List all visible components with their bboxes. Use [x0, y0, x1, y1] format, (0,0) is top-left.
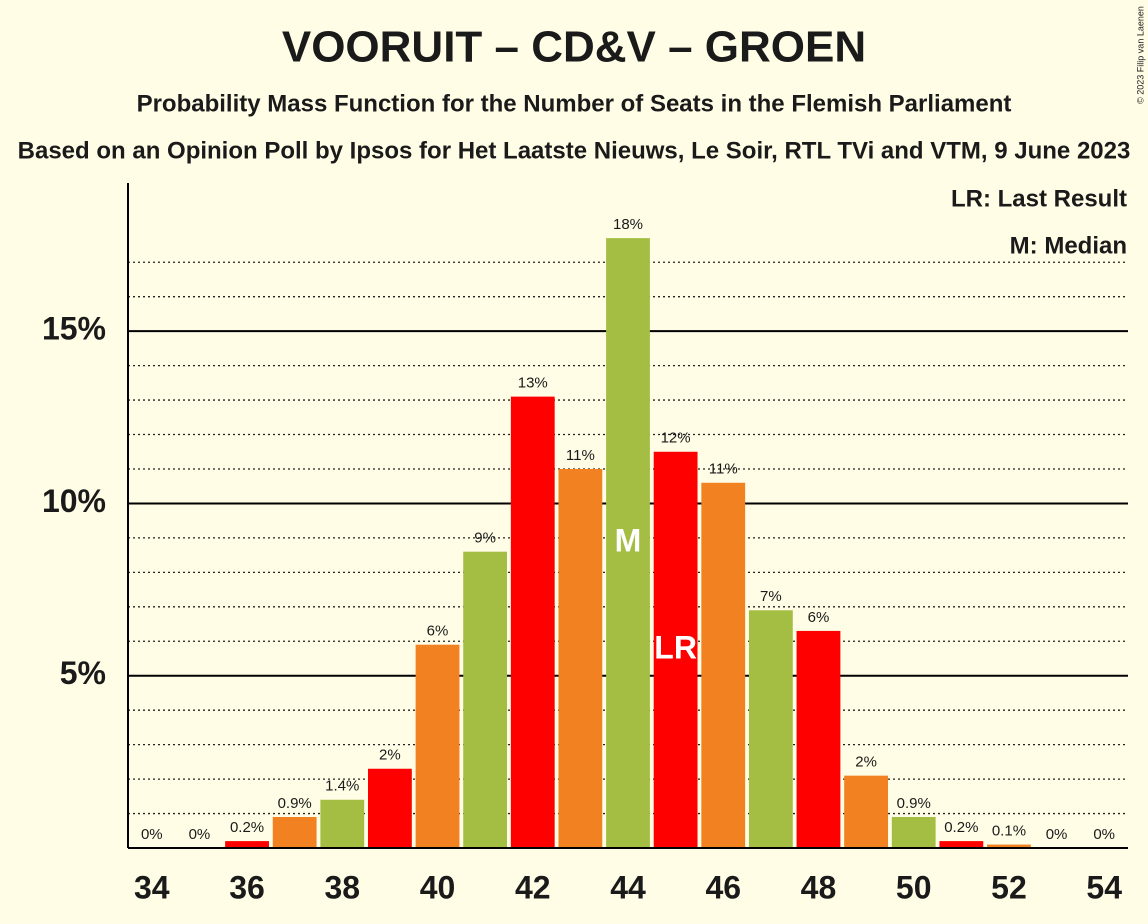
value-label: 0% [189, 826, 211, 843]
value-label: 0.1% [992, 823, 1026, 840]
chart-subtitle: Probability Mass Function for the Number… [137, 90, 1012, 117]
bar [748, 610, 793, 848]
value-label: 6% [808, 609, 830, 626]
bar [701, 482, 746, 848]
legend-note: M: Median [1010, 232, 1127, 259]
value-label: 12% [661, 430, 691, 447]
x-tick-label: 42 [515, 869, 551, 905]
x-tick-label: 36 [229, 869, 265, 905]
value-label: 2% [379, 747, 401, 764]
y-tick-label: 15% [42, 311, 106, 347]
x-tick-label: 54 [1086, 869, 1122, 905]
bar [844, 775, 888, 848]
x-tick-label: 34 [134, 869, 170, 905]
bar [368, 768, 412, 848]
bar [510, 396, 555, 848]
bar [272, 816, 317, 848]
value-label: 0.2% [944, 819, 978, 836]
x-tick-label: 50 [896, 869, 932, 905]
value-label: 1.4% [325, 778, 359, 795]
value-label: 7% [760, 588, 782, 605]
bar [225, 841, 269, 848]
chart-title: VOORUIT – CD&V – GROEN [282, 23, 866, 72]
value-label: 0.9% [897, 795, 931, 812]
bar [463, 551, 508, 848]
value-label: 0.2% [230, 819, 264, 836]
value-label: 11% [566, 447, 595, 464]
last-result-marker: LR [654, 629, 697, 665]
x-tick-label: 52 [991, 869, 1027, 905]
legend-note: LR: Last Result [951, 185, 1127, 212]
copyright: © 2023 Filip van Laenen [1135, 6, 1145, 104]
y-tick-label: 10% [42, 483, 106, 519]
value-label: 18% [613, 216, 643, 233]
x-tick-label: 44 [610, 869, 646, 905]
x-tick-label: 40 [420, 869, 456, 905]
y-tick-label: 5% [60, 655, 106, 691]
bar [653, 451, 698, 848]
value-label: 9% [474, 530, 496, 547]
value-label: 0% [1093, 826, 1115, 843]
bar [320, 799, 365, 848]
median-marker: M [615, 523, 642, 559]
bar [558, 468, 603, 848]
bar [891, 816, 936, 848]
value-label: 2% [855, 754, 877, 771]
x-tick-label: 38 [324, 869, 360, 905]
chart-subtitle-2: Based on an Opinion Poll by Ipsos for He… [18, 137, 1131, 164]
value-label: 13% [518, 375, 548, 392]
bar [987, 844, 1031, 848]
bar [415, 644, 460, 848]
value-label: 0% [141, 826, 163, 843]
bar [606, 238, 650, 849]
value-label: 0.9% [278, 795, 312, 812]
value-label: 6% [427, 623, 449, 640]
bar [796, 630, 841, 848]
value-label: 11% [709, 461, 738, 478]
value-label: 0% [1046, 826, 1068, 843]
bar [939, 841, 984, 848]
x-tick-label: 46 [705, 869, 741, 905]
x-tick-label: 48 [801, 869, 837, 905]
